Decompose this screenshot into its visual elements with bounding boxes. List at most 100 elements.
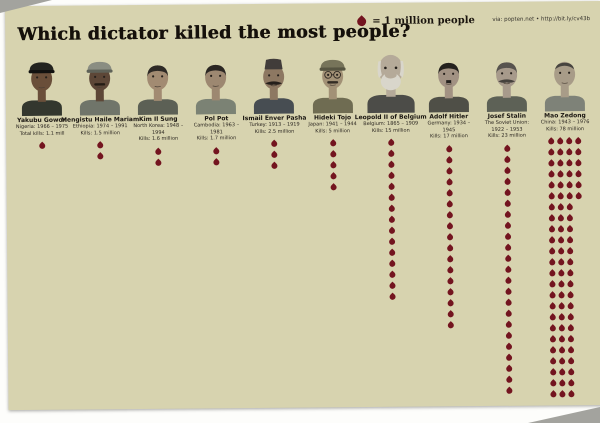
blood-drop-icon: [386, 160, 396, 170]
portrait-mengistu-haile-mariam: [77, 51, 124, 116]
blood-drop-icon: [445, 188, 454, 198]
drop-grid: [386, 138, 397, 302]
blood-drop-icon: [387, 193, 396, 203]
blood-drop-icon: [270, 161, 280, 171]
blood-drop-icon: [557, 280, 567, 289]
blood-drop-icon: [556, 192, 566, 201]
dictator-country-years: The Soviet Union: 1922 – 1953: [484, 119, 530, 133]
blood-drop-icon: [547, 148, 557, 157]
dictator-kills: Kills: 17 million: [429, 133, 468, 140]
blood-drop-icon: [556, 148, 566, 157]
blood-drop-icon: [548, 214, 557, 223]
dictator-column: Pol Pot Cambodia: 1963 – 1981 Kills: 1.7 m…: [188, 50, 247, 400]
blood-drop-icon: [558, 346, 567, 355]
portrait-mao-zedong: [541, 47, 588, 112]
blood-drop-icon: [445, 265, 455, 275]
blood-drop-icon: [548, 258, 558, 267]
blood-drop-icon: [444, 166, 454, 176]
dictator-kills: Kills: 1.5 million: [80, 129, 121, 137]
blood-drop-icon: [386, 138, 396, 148]
blood-drop-icon: [574, 136, 583, 146]
drop-column: [444, 144, 455, 330]
dictator-column: Leopold II of Belgium Belgium: 1865 – 190…: [355, 49, 427, 399]
blood-drop-icon: [574, 191, 584, 201]
blood-drop-icon: [503, 232, 513, 241]
dictator-country-years: North Korea: 1948 – 1994: [133, 122, 184, 136]
portrait-josef-stalin: [483, 48, 530, 112]
blood-drop-icon: [270, 139, 279, 149]
blood-drop-icon: [566, 280, 576, 289]
blood-drop-icon: [504, 287, 513, 296]
blood-drop-icon: [548, 247, 557, 256]
dictator-column: Yakubu Gowon Nigeria: 1966 – 1975 Total ki…: [13, 52, 72, 402]
dictator-kills: Kills: 15 million: [371, 127, 410, 134]
blood-drop-icon: [574, 158, 584, 168]
blood-drop-icon: [549, 390, 559, 399]
dictator-column: Mao Zedong China: 1943 – 1976 Kills: 78 mi…: [536, 47, 595, 399]
blood-drop-icon: [444, 155, 454, 165]
credit-link: via: popten.net • http://bit.ly/cv43b: [492, 16, 591, 23]
blood-drop-icon: [574, 180, 584, 190]
blood-drop-icon: [567, 390, 577, 399]
blood-drop-icon: [504, 331, 514, 340]
blood-drop-icon: [558, 390, 568, 399]
dictator-kills: Kills: 1.7 million: [196, 135, 237, 142]
blood-drop-icon: [567, 313, 576, 322]
blood-drop-icon: [549, 313, 558, 322]
portrait-adolf-hitler: [425, 48, 472, 113]
dictator-kills: Kills: 5 million: [315, 127, 351, 134]
blood-drop-icon: [565, 181, 575, 190]
blood-drop-icon: [547, 159, 557, 168]
dictator-kills: Total kills: 1.1 mill: [19, 130, 65, 137]
dictator-column: Josef Stalin The Soviet Union: 1922 – 195…: [478, 48, 537, 398]
blood-drop-icon: [446, 298, 455, 308]
drop-grid: [96, 141, 105, 161]
blood-drop-icon: [557, 269, 567, 278]
blood-drop-icon: [558, 335, 567, 344]
blood-drop-icon: [557, 236, 566, 245]
blood-drop-icon: [549, 357, 558, 366]
blood-drop-icon: [549, 346, 558, 355]
blood-drop-icon: [566, 269, 576, 278]
portrait-yakubu-gowon: [18, 52, 65, 117]
blood-drop-icon: [503, 221, 513, 230]
blood-drop-icon: [567, 346, 576, 355]
blood-drop-icon: [547, 137, 556, 146]
drop-grid: [270, 139, 280, 171]
blood-drop-icon: [558, 313, 567, 322]
blood-drop-icon: [328, 183, 338, 192]
blood-drop-icon: [504, 353, 514, 362]
blood-drop-icon: [355, 15, 369, 28]
page-title: Which dictator killed the most people?: [17, 21, 411, 45]
portrait-kim-il-sung: [135, 51, 182, 116]
drop-column: [565, 137, 577, 399]
blood-drop-icon: [565, 137, 574, 146]
blood-drop-icon: [566, 247, 575, 256]
blood-drop-icon: [387, 226, 396, 236]
blood-drop-icon: [446, 309, 455, 319]
blood-drop-icon: [503, 265, 513, 274]
blood-drop-icon: [547, 170, 557, 179]
blood-drop-icon: [386, 149, 396, 159]
blood-drop-icon: [445, 254, 455, 264]
poster: Which dictator killed the most people? =…: [5, 1, 600, 411]
blood-drop-icon: [565, 192, 575, 201]
blood-drop-icon: [556, 137, 565, 146]
blood-drop-icon: [548, 291, 558, 300]
blood-drop-icon: [548, 225, 557, 234]
blood-drop-icon: [328, 161, 338, 170]
blood-drop-icon: [503, 254, 513, 263]
drop-column: [556, 137, 568, 399]
blood-drop-icon: [387, 204, 396, 214]
blood-drop-icon: [504, 309, 513, 318]
blood-drop-icon: [548, 280, 558, 289]
blood-drop-icon: [38, 141, 47, 151]
blood-drop-icon: [386, 171, 396, 181]
blood-drop-icon: [387, 270, 397, 280]
blood-drop-icon: [503, 199, 512, 208]
dictator-kills: Kills: 78 million: [546, 125, 585, 132]
blood-drop-icon: [567, 324, 576, 333]
dictator-column: Adolf Hitler Germany: 1934 – 1945 Kills: 1…: [420, 48, 479, 398]
dictator-country-years: Germany: 1934 – 1945: [427, 120, 471, 133]
dictator-column: Kim Il Sung North Korea: 1948 – 1994 Kills…: [130, 51, 189, 401]
